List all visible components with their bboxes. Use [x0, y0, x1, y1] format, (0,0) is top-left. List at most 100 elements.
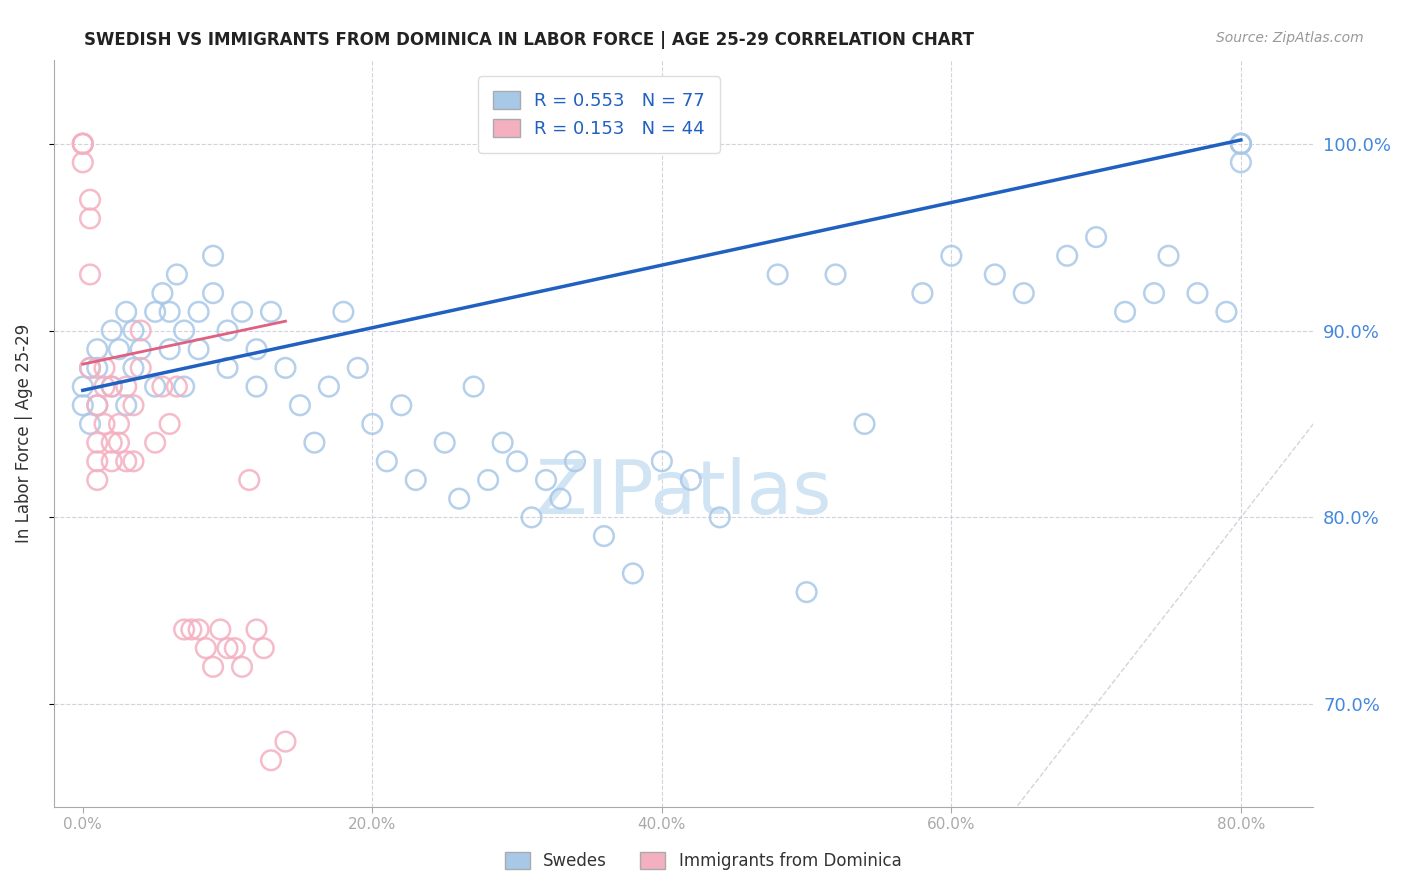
- Point: [1230, 136, 1253, 151]
- Point: [766, 268, 789, 282]
- Text: SWEDISH VS IMMIGRANTS FROM DOMINICA IN LABOR FORCE | AGE 25-29 CORRELATION CHART: SWEDISH VS IMMIGRANTS FROM DOMINICA IN L…: [84, 31, 974, 49]
- Point: [187, 305, 209, 319]
- Point: [129, 342, 152, 356]
- Point: [520, 510, 543, 524]
- Point: [217, 324, 239, 338]
- Point: [202, 286, 225, 301]
- Point: [621, 566, 644, 581]
- Point: [1230, 136, 1253, 151]
- Point: [260, 305, 283, 319]
- Point: [1157, 249, 1180, 263]
- Point: [209, 623, 232, 637]
- Point: [129, 360, 152, 375]
- Point: [1114, 305, 1136, 319]
- Point: [173, 324, 195, 338]
- Point: [361, 417, 384, 431]
- Point: [79, 193, 101, 207]
- Point: [593, 529, 616, 543]
- Point: [1012, 286, 1035, 301]
- Point: [143, 435, 166, 450]
- Point: [115, 454, 138, 468]
- Point: [245, 623, 267, 637]
- Point: [194, 641, 217, 656]
- Point: [506, 454, 529, 468]
- Point: [108, 435, 131, 450]
- Point: [347, 360, 370, 375]
- Point: [651, 454, 673, 468]
- Point: [217, 641, 239, 656]
- Point: [231, 305, 253, 319]
- Point: [100, 379, 122, 393]
- Point: [187, 342, 209, 356]
- Point: [86, 398, 108, 412]
- Point: [152, 286, 174, 301]
- Point: [72, 136, 94, 151]
- Point: [79, 417, 101, 431]
- Point: [100, 454, 122, 468]
- Point: [202, 660, 225, 674]
- Point: [86, 473, 108, 487]
- Point: [679, 473, 702, 487]
- Point: [143, 379, 166, 393]
- Point: [100, 324, 122, 338]
- Point: [93, 360, 115, 375]
- Point: [180, 623, 202, 637]
- Point: [166, 268, 188, 282]
- Point: [79, 211, 101, 226]
- Point: [86, 342, 108, 356]
- Point: [217, 360, 239, 375]
- Point: [72, 136, 94, 151]
- Point: [984, 268, 1007, 282]
- Point: [405, 473, 427, 487]
- Text: Source: ZipAtlas.com: Source: ZipAtlas.com: [1216, 31, 1364, 45]
- Point: [129, 324, 152, 338]
- Point: [108, 417, 131, 431]
- Point: [173, 623, 195, 637]
- Point: [824, 268, 846, 282]
- Point: [288, 398, 311, 412]
- Point: [449, 491, 471, 506]
- Point: [463, 379, 485, 393]
- Point: [796, 585, 818, 599]
- Point: [941, 249, 963, 263]
- Point: [122, 360, 145, 375]
- Point: [108, 342, 131, 356]
- Point: [911, 286, 934, 301]
- Point: [100, 379, 122, 393]
- Point: [72, 155, 94, 169]
- Point: [86, 398, 108, 412]
- Point: [93, 417, 115, 431]
- Legend: R = 0.553   N = 77, R = 0.153   N = 44: R = 0.553 N = 77, R = 0.153 N = 44: [478, 76, 720, 153]
- Point: [433, 435, 456, 450]
- Text: ZIPatlas: ZIPatlas: [536, 457, 832, 530]
- Point: [253, 641, 276, 656]
- Point: [1215, 305, 1237, 319]
- Point: [304, 435, 326, 450]
- Point: [79, 268, 101, 282]
- Point: [224, 641, 246, 656]
- Point: [72, 136, 94, 151]
- Point: [152, 379, 174, 393]
- Point: [274, 360, 297, 375]
- Point: [122, 454, 145, 468]
- Point: [1085, 230, 1108, 244]
- Point: [709, 510, 731, 524]
- Legend: Swedes, Immigrants from Dominica: Swedes, Immigrants from Dominica: [498, 845, 908, 877]
- Point: [159, 305, 181, 319]
- Point: [245, 342, 267, 356]
- Point: [260, 753, 283, 767]
- Point: [318, 379, 340, 393]
- Point: [93, 379, 115, 393]
- Point: [238, 473, 260, 487]
- Point: [72, 398, 94, 412]
- Point: [274, 734, 297, 748]
- Point: [159, 342, 181, 356]
- Point: [122, 398, 145, 412]
- Point: [534, 473, 557, 487]
- Point: [115, 398, 138, 412]
- Point: [491, 435, 513, 450]
- Point: [143, 305, 166, 319]
- Point: [173, 379, 195, 393]
- Point: [231, 660, 253, 674]
- Point: [100, 435, 122, 450]
